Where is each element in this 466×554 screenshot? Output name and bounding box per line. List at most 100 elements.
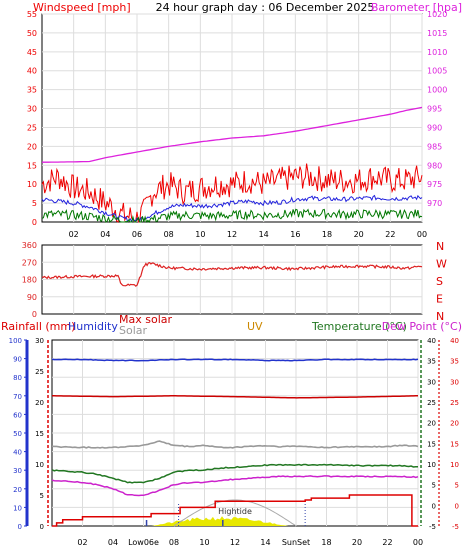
x-tick-label: 14 [260,538,270,547]
legend-solar: Solar [119,324,148,337]
windspeed-axis: 0 5 10 15 20 25 30 35 40 45 50 55 [27,10,37,227]
x-tick-label: 16 [290,230,300,239]
windspeed-tick-label: 20 [27,142,37,151]
temperature-tick-label: 30 [427,378,436,386]
compass-label: N [436,310,444,323]
panel-multi-grid [52,340,419,526]
temperature-tick-label: 5 [432,482,436,490]
x-tick-label: 20 [352,538,362,547]
rainfall-tick-label: 20 [35,399,44,407]
windspeed-label: Windspeed [mph] [33,1,131,14]
solar-fill-area [151,516,289,526]
dewpoint-tick-label: -5 [452,523,459,531]
dewpoint-tick-label: 15 [450,440,459,448]
rainfall-tick-label: 0 [40,523,44,531]
barometer-tick-label: 995 [427,105,442,114]
rainfall-series-line [52,494,418,527]
humidity-tick-label: 90 [13,356,22,364]
x-tick-label: 04 [100,230,110,239]
rainfall-tick-label: 5 [40,492,44,500]
x-tick-label: 00 [417,230,427,239]
x-tick-label: 08 [164,230,174,239]
windspeed-tick-label: 30 [27,105,37,114]
barometer-tick-label: 1010 [427,48,447,57]
chart-title: 24 hour graph day : 06 December 2025 [156,1,375,14]
compass-label: S [436,275,443,288]
windspeed-tick-label: 15 [27,161,37,170]
direction-tick-label: 270 [22,258,37,267]
temperature-tick-label: 0 [432,502,436,510]
x-tick-label: 18 [321,538,331,547]
barometer-tick-label: 1005 [427,67,447,76]
rainfall-tick-label: 15 [35,430,44,438]
x-tick-label: 22 [382,538,392,547]
panel-direction-grid [42,245,423,314]
x-tick-label: 04 [108,538,118,547]
humidity-tick-label: 80 [13,374,22,382]
temperature-tick-label: 25 [427,399,436,407]
x-tick-label: 06 [132,230,142,239]
x-tick-label: 12 [227,230,237,239]
legend-dewpoint: Dew Point (°C) [382,320,462,333]
dewpoint-tick-label: 25 [450,399,459,407]
dewpoint-tick-label: 40 [450,337,459,345]
windspeed-tick-label: 35 [27,86,37,95]
rainfall-tick-label: 30 [35,337,44,345]
x-tick-label: 02 [69,230,79,239]
legend-temperature: Temperature (°C) [311,320,407,333]
temperature-tick-label: 10 [427,461,436,469]
temperature-tick-label: 40 [427,337,436,345]
windspeed-tick-label: 50 [27,29,37,38]
x-tick-label: 02 [77,538,87,547]
direction-tick-label: 0 [32,310,37,319]
x-tick-label: 22 [385,230,395,239]
dewpoint-tick-label: 35 [450,358,459,366]
humidity-tick-label: 30 [13,467,22,475]
temperature-tick-label: 15 [427,440,436,448]
barometer-series-line [42,106,423,163]
legend-humidity: Humidity [68,320,118,333]
temperature-series-line [51,463,419,484]
dewpoint-tick-label: 30 [450,378,459,386]
compass-label: N [436,240,444,253]
x-tick-label: 10 [195,230,205,239]
direction-tick-label: 180 [22,276,37,285]
humidity-tick-label: 40 [13,449,22,457]
rainfall-tick-label: 25 [35,368,44,376]
dewpoint-tick-label: 10 [450,461,459,469]
humidity-series-line [51,358,419,362]
dewpoint-tick-label: 5 [455,482,459,490]
x-tick-label: SunSet [282,538,310,547]
solar-series-line [51,440,419,449]
compass-label: E [436,293,443,306]
x-tick-label: 10 [199,538,209,547]
panel-wind-x-axis: 02 04 06 08 10 12 14 16 18 20 22 00 [69,230,428,239]
dewpoint-tick-label: 0 [455,502,459,510]
wind-direction-series-line [41,262,423,287]
panel-multi-series: Hightide [51,358,419,527]
humidity-tick-label: 100 [9,337,22,345]
humidity-tick-label: 50 [13,430,22,438]
panel-wind-series [41,106,423,224]
barometer-tick-label: 975 [427,180,442,189]
panel-direction-series [41,262,423,287]
temperature-tick-label: 20 [427,420,436,428]
direction-tick-label: 90 [27,293,37,302]
windspeed-tick-label: 40 [27,67,37,76]
barometer-tick-label: 985 [427,142,442,151]
compass-label: W [436,258,447,271]
wind-series-line [41,208,423,224]
dewpoint-series-line [51,475,419,497]
windspeed-tick-label: 45 [27,48,37,57]
barometer-axis: 970 975 980 985 990 995 1000 1005 1010 1015 1020 [427,10,447,208]
humidity-tick-label: 70 [13,393,22,401]
humidity-tick-label: 20 [13,486,22,494]
x-tick-label: 14 [259,230,269,239]
legend-uv: UV [247,320,263,333]
x-tick-label: 00 [413,538,423,547]
average-wind-series-line [41,194,423,223]
